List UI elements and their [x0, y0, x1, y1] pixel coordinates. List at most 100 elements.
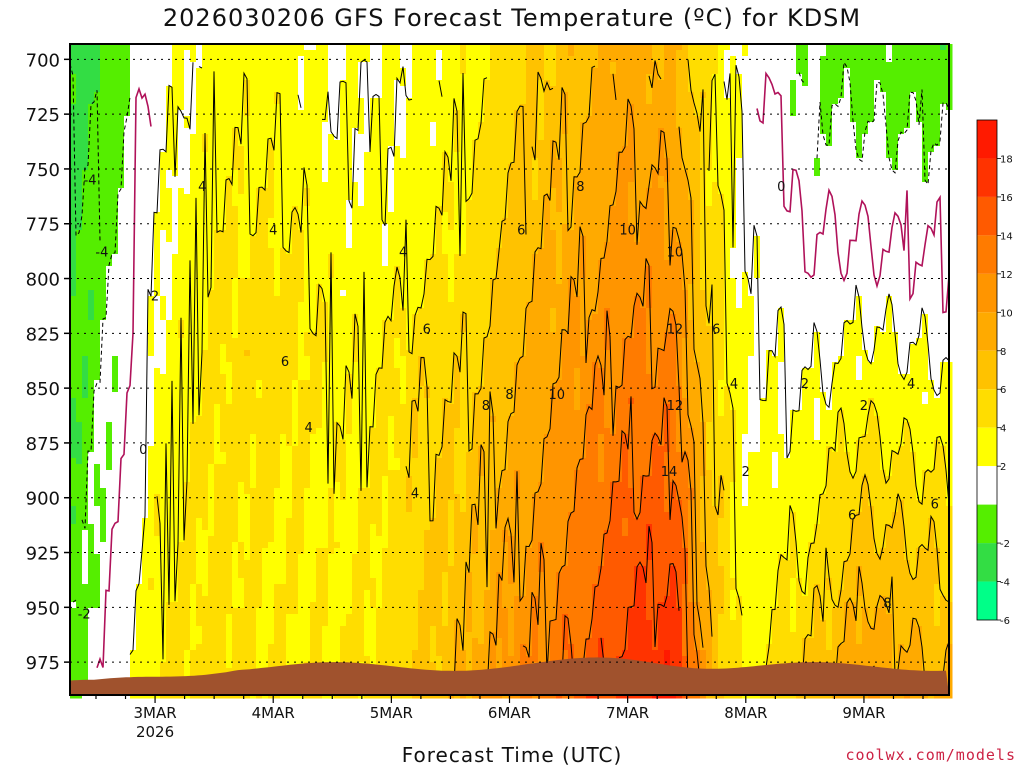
temperature-cell [130, 380, 137, 387]
temperature-cell [220, 482, 227, 489]
temperature-cell [196, 650, 203, 657]
temperature-cell [292, 326, 299, 333]
temperature-cell [208, 572, 215, 579]
temperature-cell [124, 50, 131, 57]
temperature-cell [100, 182, 107, 189]
temperature-cell [232, 350, 239, 357]
temperature-cell [310, 572, 317, 579]
temperature-cell [310, 86, 317, 93]
temperature-cell [124, 200, 131, 207]
temperature-cell [322, 254, 329, 261]
temperature-cell [190, 182, 197, 189]
temperature-cell [70, 278, 77, 285]
temperature-cell [280, 314, 287, 321]
temperature-cell [262, 656, 269, 663]
temperature-cell [220, 374, 227, 381]
temperature-cell [82, 656, 89, 663]
temperature-cell [94, 338, 101, 345]
temperature-cell [130, 98, 137, 105]
temperature-cell [70, 152, 77, 159]
temperature-cell [310, 260, 317, 267]
temperature-cell [112, 578, 119, 585]
temperature-cell [292, 182, 299, 189]
temperature-cell [124, 182, 131, 189]
temperature-cell [226, 536, 233, 543]
temperature-cell [208, 50, 215, 57]
temperature-cell [274, 548, 281, 555]
temperature-cell [256, 572, 263, 579]
temperature-cell [124, 536, 131, 543]
temperature-cell [88, 152, 95, 159]
temperature-cell [232, 122, 239, 129]
temperature-cell [274, 392, 281, 399]
temperature-cell [88, 488, 95, 495]
temperature-cell [208, 590, 215, 597]
temperature-cell [238, 236, 245, 243]
temperature-cell [250, 200, 257, 207]
temperature-cell [226, 158, 233, 165]
temperature-cell [226, 476, 233, 483]
temperature-cell [190, 566, 197, 573]
temperature-cell [88, 158, 95, 165]
temperature-cell [106, 140, 113, 147]
temperature-cell [202, 578, 209, 585]
temperature-cell [274, 398, 281, 405]
temperature-cell [112, 506, 119, 513]
temperature-cell [274, 494, 281, 501]
temperature-cell [88, 80, 95, 87]
temperature-cell [82, 194, 89, 201]
temperature-cell [298, 122, 305, 129]
temperature-cell [172, 92, 179, 99]
temperature-cell [100, 44, 107, 51]
temperature-cell [160, 350, 167, 357]
temperature-cell [286, 416, 293, 423]
temperature-cell [106, 170, 113, 177]
temperature-cell [244, 644, 251, 651]
temperature-cell [202, 44, 209, 51]
temperature-cell [280, 494, 287, 501]
temperature-cell [298, 326, 305, 333]
temperature-cell [220, 596, 227, 603]
temperature-cell [70, 398, 77, 405]
temperature-cell [250, 446, 257, 453]
temperature-cell [214, 206, 221, 213]
temperature-cell [82, 674, 89, 681]
temperature-cell [106, 398, 113, 405]
temperature-cell [322, 182, 329, 189]
temperature-cell [118, 362, 125, 369]
temperature-cell [100, 428, 107, 435]
temperature-cell [232, 218, 239, 225]
temperature-cell [292, 554, 299, 561]
temperature-cell [100, 608, 107, 615]
temperature-cell [130, 350, 137, 357]
temperature-cell [76, 290, 83, 297]
temperature-cell [262, 206, 269, 213]
temperature-cell [70, 164, 77, 171]
temperature-cell [256, 404, 263, 411]
temperature-cell [316, 302, 323, 309]
temperature-cell [316, 512, 323, 519]
temperature-cell [160, 206, 167, 213]
temperature-cell [286, 80, 293, 87]
temperature-cell [250, 476, 257, 483]
temperature-cell [112, 632, 119, 639]
temperature-cell [286, 500, 293, 507]
temperature-cell [124, 212, 131, 219]
temperature-cell [106, 404, 113, 411]
temperature-cell [148, 314, 155, 321]
temperature-cell [208, 206, 215, 213]
temperature-cell [160, 518, 167, 525]
temperature-cell [166, 164, 173, 171]
temperature-cell [124, 596, 131, 603]
temperature-cell [208, 608, 215, 615]
temperature-cell [310, 482, 317, 489]
temperature-cell [232, 662, 239, 669]
temperature-cell [250, 182, 257, 189]
temperature-cell [340, 356, 347, 363]
temperature-cell [340, 392, 347, 399]
temperature-cell [76, 632, 83, 639]
temperature-cell [220, 566, 227, 573]
temperature-cell [184, 554, 191, 561]
temperature-cell [88, 188, 95, 195]
temperature-cell [70, 518, 77, 525]
